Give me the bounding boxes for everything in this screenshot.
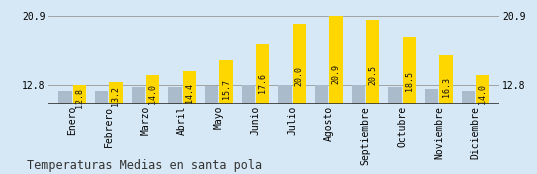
Text: 15.7: 15.7 — [221, 79, 230, 99]
Text: 14.4: 14.4 — [185, 83, 194, 103]
Text: 13.2: 13.2 — [112, 86, 120, 106]
Text: 12.8: 12.8 — [75, 88, 84, 108]
Bar — [183, 71, 196, 104]
Bar — [279, 85, 292, 104]
Text: 20.0: 20.0 — [295, 66, 304, 86]
Bar — [205, 86, 219, 104]
Bar — [388, 87, 402, 104]
Bar — [352, 85, 365, 104]
Bar — [403, 37, 416, 104]
Text: 20.9: 20.9 — [331, 64, 340, 84]
Text: 20.5: 20.5 — [368, 65, 377, 85]
Text: 14.0: 14.0 — [148, 84, 157, 104]
Text: Temperaturas Medias en santa pola: Temperaturas Medias en santa pola — [27, 159, 262, 172]
Bar — [329, 16, 343, 104]
Bar — [439, 55, 453, 104]
Bar — [293, 24, 306, 104]
Bar — [366, 20, 379, 104]
Bar — [315, 85, 328, 104]
Bar — [256, 44, 269, 104]
Text: 14.0: 14.0 — [478, 84, 487, 104]
Text: 17.6: 17.6 — [258, 73, 267, 93]
Bar — [220, 60, 233, 104]
Bar — [425, 89, 438, 104]
Bar — [169, 87, 182, 104]
Bar — [110, 81, 122, 104]
Bar — [462, 91, 475, 104]
Text: 18.5: 18.5 — [405, 71, 414, 91]
Bar — [146, 75, 159, 104]
Text: 16.3: 16.3 — [441, 77, 451, 97]
Bar — [132, 88, 145, 104]
Bar — [95, 91, 108, 104]
Bar — [476, 75, 489, 104]
Bar — [72, 85, 86, 104]
Bar — [59, 91, 71, 104]
Bar — [242, 85, 255, 104]
